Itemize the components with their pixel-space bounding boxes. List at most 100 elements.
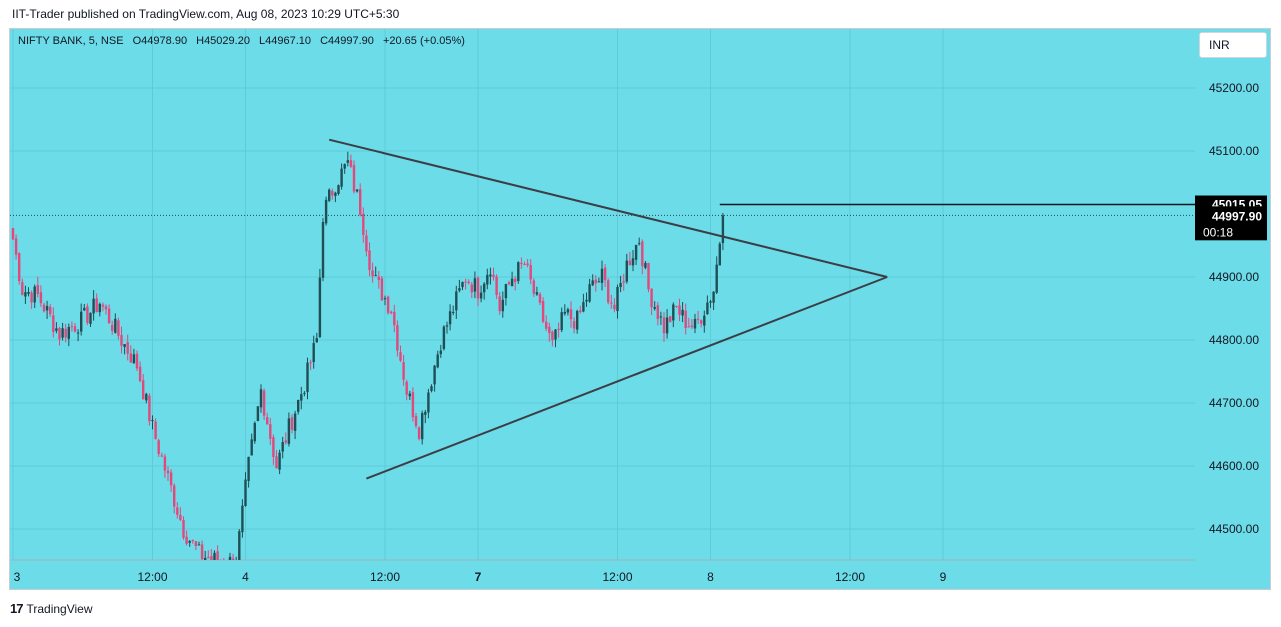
- candle-body: [535, 292, 539, 295]
- candle-body: [287, 418, 291, 444]
- candle-body: [421, 412, 424, 440]
- candle-body: [390, 311, 393, 314]
- candle-body: [98, 303, 101, 313]
- candle-body: [371, 270, 374, 277]
- candle-body: [600, 268, 604, 283]
- candle-body: [213, 552, 216, 560]
- candle-body: [266, 417, 269, 425]
- candle-body: [45, 306, 49, 311]
- high-value: H45029.20: [196, 35, 250, 47]
- candle-body: [368, 250, 371, 270]
- candle-body: [241, 505, 244, 533]
- candle-body: [436, 354, 439, 368]
- candle-body: [312, 343, 315, 363]
- candle-body: [24, 292, 27, 297]
- candle-body: [21, 282, 24, 296]
- candle-body: [684, 310, 687, 328]
- candle-body: [55, 328, 58, 331]
- candle-body: [641, 241, 644, 267]
- candle-body: [101, 304, 105, 307]
- candle-body: [173, 485, 176, 507]
- candle-body: [659, 316, 663, 318]
- candle-body: [526, 263, 529, 266]
- candle-body: [231, 558, 235, 560]
- candle-body: [343, 164, 346, 169]
- low-value: L44967.10: [259, 35, 312, 47]
- candle-body: [58, 328, 61, 340]
- candle-body: [653, 307, 656, 309]
- candle-body: [386, 296, 390, 313]
- candle-body: [483, 283, 486, 293]
- candle-body: [359, 189, 362, 215]
- candle-body: [107, 308, 111, 324]
- y-tick-label: 45100.00: [1209, 144, 1259, 158]
- candle-body: [281, 442, 284, 452]
- candle-body: [76, 332, 80, 334]
- candle-body: [284, 440, 287, 443]
- last-price-box: [1195, 206, 1267, 241]
- y-tick-label: 44900.00: [1209, 270, 1259, 284]
- tradingview-logo-icon: 17: [10, 601, 24, 616]
- candle-body: [455, 291, 458, 311]
- candle-body: [204, 557, 207, 560]
- candle-body: [647, 262, 650, 290]
- candle-body: [95, 298, 98, 313]
- candle-body: [247, 456, 250, 481]
- candle-body: [576, 310, 579, 330]
- candle-body: [129, 353, 132, 363]
- candle-body: [365, 235, 368, 252]
- candle-body: [185, 536, 188, 544]
- candle-body: [622, 281, 625, 283]
- candle-body: [11, 228, 15, 240]
- candle-body: [321, 222, 325, 278]
- candle-body: [80, 311, 83, 332]
- tradingview-footer[interactable]: 17 TradingView: [10, 601, 93, 616]
- candle-body: [411, 392, 415, 418]
- candle-body: [696, 318, 700, 320]
- candle-body: [194, 541, 198, 547]
- candle-body: [380, 278, 384, 301]
- candle-body: [669, 316, 672, 323]
- candle-body: [36, 285, 39, 294]
- candle-body: [315, 338, 318, 343]
- candle-body: [272, 437, 275, 457]
- y-tick-label: 44500.00: [1209, 522, 1259, 536]
- candle-body: [309, 362, 312, 364]
- candle-body: [49, 306, 52, 315]
- x-tick-label: 12:00: [137, 570, 167, 584]
- candle-body: [188, 540, 191, 543]
- candle-body: [14, 238, 18, 255]
- candle-body: [634, 244, 638, 260]
- candle-body: [408, 393, 411, 397]
- candle-body: [594, 279, 597, 284]
- candle-body: [572, 321, 576, 329]
- candle-body: [126, 342, 129, 354]
- candle-body: [631, 258, 635, 266]
- candle-body: [160, 455, 163, 457]
- candle-body: [619, 283, 622, 288]
- candle-body: [427, 392, 430, 413]
- x-tick-label: 12:00: [602, 570, 632, 584]
- currency-button[interactable]: INR: [1199, 32, 1267, 58]
- candle-body: [362, 213, 365, 235]
- candle-body: [169, 472, 173, 486]
- symbol-name[interactable]: NIFTY BANK, 5, NSE: [18, 35, 124, 47]
- candle-body: [166, 470, 170, 474]
- candle-body: [324, 199, 328, 224]
- countdown-label: 00:18: [1203, 225, 1233, 239]
- candle-body: [123, 344, 126, 347]
- candle-body: [532, 280, 535, 294]
- x-tick-label: 7: [475, 570, 482, 584]
- publisher-caption: IIT-Trader published on TradingView.com,…: [12, 7, 400, 21]
- candle-body: [306, 362, 309, 393]
- candle-body: [538, 293, 542, 303]
- candle-body: [495, 276, 498, 296]
- candle-body: [514, 278, 517, 282]
- candle-body: [610, 302, 613, 304]
- candle-body: [417, 427, 421, 439]
- candle-body: [197, 544, 201, 546]
- candle-body: [678, 305, 681, 315]
- candle-body: [303, 392, 306, 394]
- candle-body: [132, 354, 136, 364]
